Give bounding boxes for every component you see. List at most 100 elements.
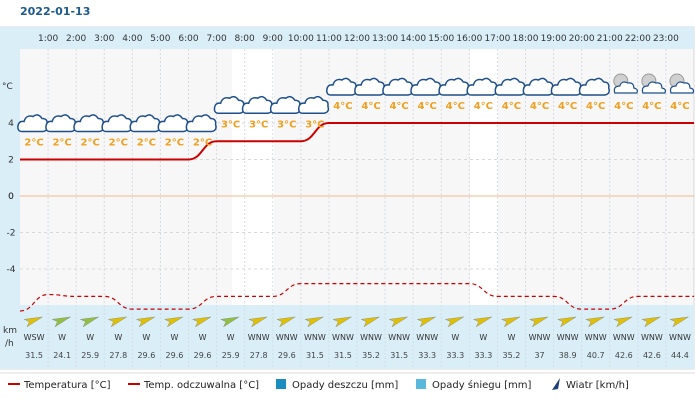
wind-arrow-icon bbox=[529, 316, 549, 328]
wind-arrow-icon bbox=[51, 316, 71, 328]
wind-direction: WNW bbox=[360, 333, 382, 342]
temp-label: 4°C bbox=[446, 101, 465, 112]
wind-direction: WNW bbox=[304, 333, 326, 342]
wind-speed: 44.4 bbox=[671, 351, 689, 360]
temp-label: 4°C bbox=[418, 101, 437, 112]
hour-label: 9:00 bbox=[263, 34, 283, 44]
hour-label: 20:00 bbox=[569, 34, 595, 44]
wind-arrow-icon bbox=[220, 316, 240, 328]
hour-label: 5:00 bbox=[150, 34, 170, 44]
wind-arrow-icon bbox=[163, 316, 184, 328]
wind-speed: 29.6 bbox=[166, 351, 184, 360]
wind-arrow-shape bbox=[444, 316, 464, 328]
wind-direction: W bbox=[451, 333, 459, 342]
wind-arrow-icon bbox=[79, 316, 99, 328]
hour-label: 12:00 bbox=[344, 34, 370, 44]
wind-arrow-shape bbox=[641, 316, 661, 328]
wind-arrow-icon bbox=[135, 316, 155, 328]
wind-direction: W bbox=[479, 333, 487, 342]
temp-label: 4°C bbox=[333, 101, 352, 112]
temp-label: 3°C bbox=[277, 119, 296, 130]
wind-direction: WNW bbox=[557, 333, 579, 342]
legend-box-swatch bbox=[416, 379, 426, 389]
wind-arrow-shape bbox=[613, 316, 633, 328]
hour-label: 21:00 bbox=[597, 34, 623, 44]
wind-speed: 42.6 bbox=[615, 351, 633, 360]
y-tick-label: 0 bbox=[8, 192, 14, 202]
wind-speed: 27.8 bbox=[109, 351, 127, 360]
temp-label: 3°C bbox=[221, 119, 240, 130]
wind-arrow-icon bbox=[360, 316, 380, 328]
wind-direction: WNW bbox=[248, 333, 270, 342]
wind-direction: WNW bbox=[416, 333, 438, 342]
wind-direction: WNW bbox=[613, 333, 635, 342]
wind-arrow-shape bbox=[332, 316, 352, 328]
hour-label: 17:00 bbox=[484, 34, 510, 44]
wind-direction: W bbox=[58, 333, 66, 342]
wind-arrow-icon bbox=[304, 316, 324, 328]
wind-arrow-shape bbox=[276, 316, 296, 328]
wind-arrow-shape bbox=[248, 316, 268, 328]
wind-direction: WNW bbox=[332, 333, 354, 342]
temp-label: 4°C bbox=[670, 101, 689, 112]
hour-label: 16:00 bbox=[456, 34, 482, 44]
chart-date-title: 2022-01-13 bbox=[20, 5, 91, 18]
wind-direction: WNW bbox=[585, 333, 607, 342]
cloud-shape bbox=[641, 81, 667, 94]
wind-direction: W bbox=[507, 333, 515, 342]
temp-label: 2°C bbox=[81, 138, 100, 149]
wind-speed: 42.6 bbox=[643, 351, 661, 360]
wind-direction: WSW bbox=[24, 333, 45, 342]
wind-direction: W bbox=[227, 333, 235, 342]
wind-speed: 40.7 bbox=[587, 351, 605, 360]
temp-label: 4°C bbox=[361, 101, 380, 112]
wind-speed: 29.6 bbox=[137, 351, 155, 360]
cloud-night-icon bbox=[641, 73, 667, 94]
wind-arrow-icon bbox=[192, 316, 212, 328]
wind-arrow-shape bbox=[585, 316, 605, 328]
temp-label: 4°C bbox=[502, 101, 521, 112]
wind-arrow-shape bbox=[472, 316, 492, 328]
wind-arrow-icon bbox=[472, 316, 492, 328]
wind-arrow-icon bbox=[276, 316, 296, 328]
wind-arrow-icon bbox=[23, 316, 43, 328]
temp-label: 2°C bbox=[24, 138, 43, 149]
wind-arrow-shape bbox=[388, 316, 408, 328]
hour-label: 7:00 bbox=[206, 34, 226, 44]
wind-speed: 29.6 bbox=[194, 351, 212, 360]
hour-label: 11:00 bbox=[316, 34, 342, 44]
wind-arrow-icon bbox=[669, 316, 689, 328]
temp-label: 2°C bbox=[109, 138, 128, 149]
y-tick-label: -2 bbox=[7, 229, 16, 239]
wind-speed: 31.5 bbox=[306, 351, 324, 360]
wind-speed: 31.5 bbox=[25, 351, 43, 360]
wind-arrow-shape bbox=[416, 316, 436, 328]
wind-arrow-shape bbox=[163, 316, 184, 328]
temp-label: 2°C bbox=[165, 138, 184, 149]
wind-arrow-shape bbox=[529, 316, 549, 328]
cloud-shape bbox=[578, 77, 610, 96]
temp-label: 4°C bbox=[586, 101, 605, 112]
cloud-shape bbox=[297, 95, 330, 114]
wind-arrow-shape bbox=[107, 316, 127, 328]
legend-label: Temp. odczuwalna [°C] bbox=[143, 380, 259, 391]
wind-arrow-shape bbox=[23, 316, 43, 328]
legend-label: Wiatr [km/h] bbox=[566, 380, 629, 391]
wind-arrow-shape bbox=[360, 316, 380, 328]
wind-arrow-icon bbox=[641, 316, 661, 328]
wind-direction: WNW bbox=[641, 333, 663, 342]
cloud-icon bbox=[297, 95, 330, 114]
wind-arrow-shape bbox=[500, 316, 521, 328]
wind-arrow-shape bbox=[669, 316, 689, 328]
legend-label: Opady śniegu [mm] bbox=[432, 379, 532, 391]
wind-speed: 35.2 bbox=[503, 351, 521, 360]
hour-label: 10:00 bbox=[288, 34, 314, 44]
wind-arrow-shape bbox=[51, 316, 71, 328]
wind-speed: 27.8 bbox=[250, 351, 268, 360]
y-tick-label: 4 bbox=[8, 119, 14, 129]
wind-speed: 38.9 bbox=[559, 351, 577, 360]
hour-label: 22:00 bbox=[625, 34, 651, 44]
wind-speed: 25.9 bbox=[222, 351, 240, 360]
temperature-line bbox=[19, 122, 694, 161]
wind-arrow-icon bbox=[585, 316, 605, 328]
